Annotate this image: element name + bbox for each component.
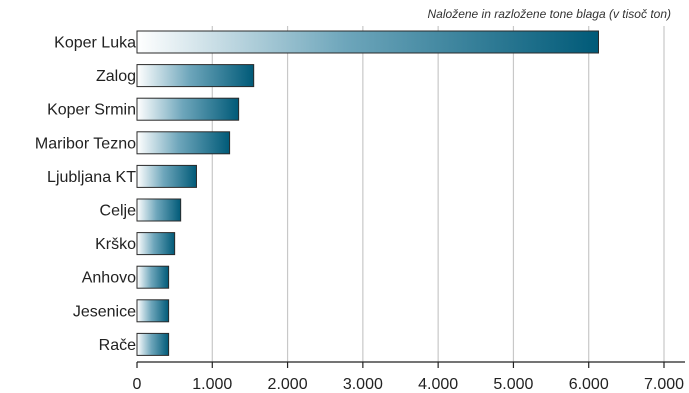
category-label: Koper Srmin [47, 102, 136, 119]
category-label: Zalog [96, 68, 136, 85]
x-tick-label: 2.000 [268, 376, 308, 393]
bar [136, 64, 255, 88]
x-tick-label: 6.000 [569, 376, 609, 393]
bar [136, 299, 170, 323]
chart-subtitle: Naložene in razložene tone blaga (v tiso… [428, 7, 671, 21]
x-tick-label: 1.000 [192, 376, 232, 393]
category-label: Krško [95, 236, 136, 253]
x-tick-label: 5.000 [493, 376, 533, 393]
category-label: Maribor Tezno [35, 135, 136, 152]
bars [136, 30, 600, 356]
category-label: Celje [100, 203, 137, 220]
category-label: Ljubljana KT [47, 169, 136, 186]
category-label: Rače [99, 337, 136, 354]
grid-lines [211, 26, 665, 362]
x-axis: 0 1.000 2.000 3.000 4.000 5.000 6.000 7.000 [133, 361, 685, 393]
bar [136, 164, 197, 188]
bar [136, 30, 600, 54]
category-label: Koper Luka [54, 35, 136, 52]
x-tick-label: 0 [133, 376, 142, 393]
category-labels: Koper Luka Zalog Koper Srmin Maribor Tezno L… [35, 35, 136, 354]
category-label: Jesenice [73, 303, 136, 320]
bar [136, 265, 170, 289]
bar [136, 332, 170, 356]
category-label: Anhovo [82, 270, 136, 287]
x-tick-label: 4.000 [418, 376, 458, 393]
x-tick-label: 7.000 [644, 376, 684, 393]
bar [136, 232, 176, 256]
bar [136, 97, 240, 121]
x-tick-label: 3.000 [343, 376, 383, 393]
bar [136, 131, 231, 155]
bar [136, 198, 182, 222]
